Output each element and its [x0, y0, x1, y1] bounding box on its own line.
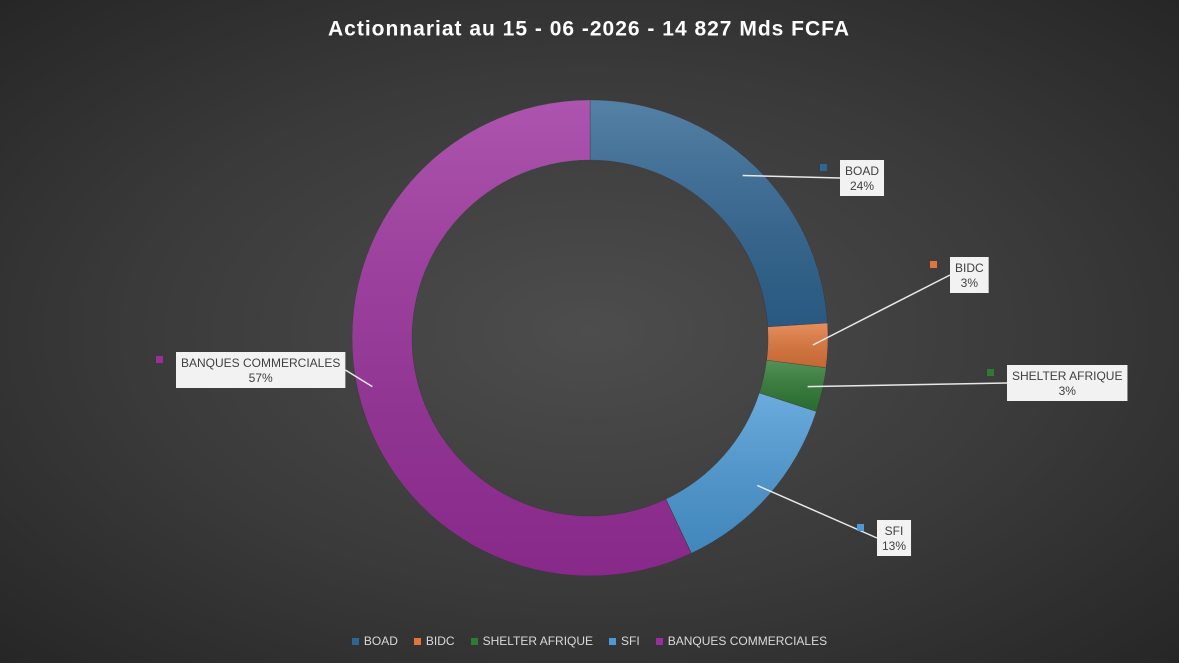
- label-value: 24%: [850, 179, 874, 193]
- legend-item: BANQUES COMMERCIALES: [655, 634, 828, 648]
- label-marker: [930, 261, 937, 268]
- legend-item: BIDC: [413, 634, 455, 648]
- label-box: [176, 352, 346, 388]
- label-name: SHELTER AFRIQUE: [1012, 369, 1122, 383]
- legend: BOAD BIDC SHELTER AFRIQUE SFI BANQUES COMMER…: [0, 634, 1179, 648]
- label-box: [840, 160, 885, 196]
- legend-swatch: [470, 637, 478, 645]
- legend-item: SFI: [609, 634, 640, 648]
- label-value: 57%: [249, 371, 273, 385]
- leader-line: [812, 274, 951, 346]
- legend-item: SHELTER AFRIQUE: [470, 634, 594, 648]
- legend-label: BANQUES COMMERCIALES: [667, 634, 828, 648]
- legend-swatch: [655, 637, 663, 645]
- label-marker: [820, 164, 827, 171]
- label-box: [877, 520, 912, 556]
- label-marker: [987, 369, 994, 376]
- label-marker: [857, 524, 864, 531]
- donut-segment: [665, 392, 817, 554]
- label-value: 3%: [961, 276, 979, 290]
- label-marker: [156, 356, 163, 363]
- legend-label: BIDC: [425, 634, 455, 648]
- leader-line: [344, 369, 373, 388]
- donut-segment: [766, 322, 829, 369]
- legend-label: BOAD: [363, 634, 398, 648]
- label-box: [1007, 365, 1128, 401]
- label-name: BOAD: [845, 164, 879, 178]
- legend-swatch: [413, 637, 421, 645]
- legend-item: BOAD: [351, 634, 398, 648]
- chart-title: Actionnariat au 15 - 06 -2026 - 14 827 M…: [328, 18, 850, 41]
- legend-label: SFI: [621, 634, 640, 648]
- legend-swatch: [351, 637, 359, 645]
- label-box: [950, 257, 989, 293]
- label-name: BIDC: [955, 261, 984, 275]
- legend-label: SHELTER AFRIQUE: [482, 634, 594, 648]
- donut-segment: [589, 99, 828, 328]
- legend-swatch: [609, 637, 617, 645]
- label-value: 3%: [1059, 384, 1077, 398]
- label-name: SFI: [885, 524, 904, 538]
- donut-segment: [351, 99, 692, 577]
- label-value: 13%: [882, 539, 906, 553]
- label-name: BANQUES COMMERCIALES: [181, 356, 340, 370]
- leader-line: [742, 174, 841, 179]
- leader-line: [807, 382, 1008, 388]
